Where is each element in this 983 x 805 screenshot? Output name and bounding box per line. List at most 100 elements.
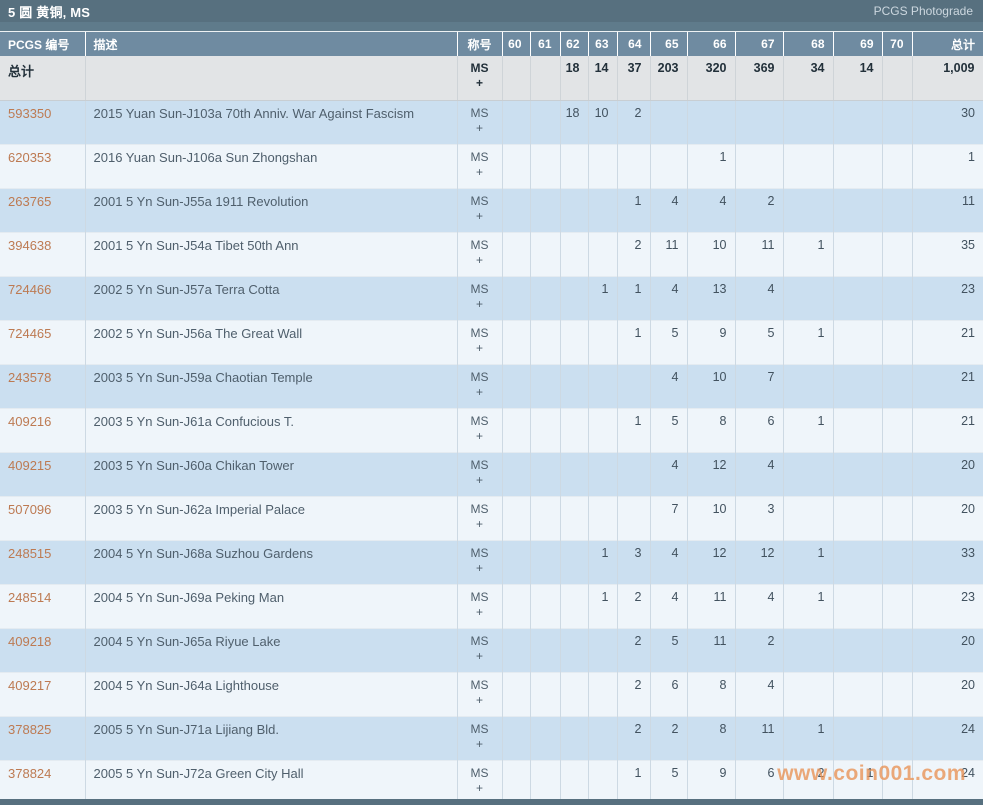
grade-60-count: [502, 540, 531, 585]
grade-66-count: 8: [687, 716, 736, 761]
designation-line: MS: [470, 722, 489, 736]
designation-cell: MS +: [457, 100, 503, 145]
grade-66-count: 8: [687, 672, 736, 717]
grade-63-count: [588, 232, 618, 277]
pcgs-number-link[interactable]: 409218: [8, 634, 52, 649]
designation-cell: MS +: [457, 276, 503, 321]
grade-63-count: 10: [588, 100, 618, 145]
grade-68-count: [783, 276, 834, 321]
column-header-grade-66: 66: [687, 32, 736, 56]
coin-description: 2004 5 Yn Sun-J64a Lighthouse: [85, 672, 458, 717]
grade-70-count: [882, 760, 913, 805]
grade-65-count: 11: [650, 232, 688, 277]
row-total: 24: [912, 760, 983, 805]
grade-66-count: 11: [687, 628, 736, 673]
pcgs-number-link[interactable]: 507096: [8, 502, 52, 517]
grade-61-count: [530, 144, 561, 189]
grade-69-count: [833, 188, 883, 233]
pcgs-photograde-link[interactable]: PCGS Photograde: [873, 4, 973, 18]
pcgs-number-link[interactable]: 243578: [8, 370, 52, 385]
table-row: 248515 2004 5 Yn Sun-J68a Suzhou Gardens M…: [0, 540, 983, 585]
pcgs-number-link[interactable]: 394638: [8, 238, 52, 253]
grade-60-count: [502, 100, 531, 145]
pcgs-number-link[interactable]: 263765: [8, 194, 52, 209]
designation-line: MS: [470, 150, 489, 164]
totals-label: 总计: [0, 56, 86, 101]
grade-62-count: [560, 144, 589, 189]
row-total: 35: [912, 232, 983, 277]
grade-66-count: 10: [687, 364, 736, 409]
pcgs-number-link[interactable]: 593350: [8, 106, 52, 121]
totals-grade-68: 34: [783, 56, 834, 101]
grade-61-count: [530, 320, 561, 365]
pcgs-number-link[interactable]: 378825: [8, 722, 52, 737]
pcgs-number-link[interactable]: 248514: [8, 590, 52, 605]
designation-line: +: [475, 121, 483, 135]
column-header-grade-70: 70: [882, 32, 913, 56]
table-row: 263765 2001 5 Yn Sun-J55a 1911 Revolution…: [0, 188, 983, 233]
grade-62-count: [560, 320, 589, 365]
grade-67-count: 6: [735, 408, 784, 453]
grade-70-count: [882, 584, 913, 629]
grade-68-count: 1: [783, 320, 834, 365]
pcgs-number-link[interactable]: 409215: [8, 458, 52, 473]
pcgs-number-link[interactable]: 378824: [8, 766, 52, 781]
designation-line: +: [475, 297, 483, 311]
designation-line: +: [475, 385, 483, 399]
coin-description: 2003 5 Yn Sun-J60a Chikan Tower: [85, 452, 458, 497]
grade-61-count: [530, 540, 561, 585]
pcgs-number-link[interactable]: 409216: [8, 414, 52, 429]
grade-68-count: 1: [783, 232, 834, 277]
designation-line: MS: [470, 590, 489, 604]
pcgs-number-link[interactable]: 409217: [8, 678, 52, 693]
designation-line: +: [475, 693, 483, 707]
grade-69-count: [833, 628, 883, 673]
grade-68-count: 2: [783, 760, 834, 805]
grade-66-count: 10: [687, 232, 736, 277]
grade-67-count: 4: [735, 276, 784, 321]
grade-69-count: [833, 408, 883, 453]
designation-line: MS: [470, 634, 489, 648]
grade-60-count: [502, 144, 531, 189]
grade-61-count: [530, 276, 561, 321]
grade-66-count: [687, 100, 736, 145]
grade-61-count: [530, 672, 561, 717]
pcgs-number-link[interactable]: 248515: [8, 546, 52, 561]
designation-line: MS: [470, 414, 489, 428]
grade-67-count: 6: [735, 760, 784, 805]
grade-63-count: [588, 408, 618, 453]
pcgs-number-link[interactable]: 724466: [8, 282, 52, 297]
row-total: 21: [912, 408, 983, 453]
grade-70-count: [882, 100, 913, 145]
grade-67-count: 2: [735, 188, 784, 233]
grade-63-count: [588, 672, 618, 717]
totals-grade-70: [882, 56, 913, 101]
pcgs-number-link[interactable]: 724465: [8, 326, 52, 341]
designation-line: +: [475, 429, 483, 443]
grade-69-count: [833, 144, 883, 189]
coin-description: 2005 5 Yn Sun-J72a Green City Hall: [85, 760, 458, 805]
grade-69-count: [833, 540, 883, 585]
grade-61-count: [530, 716, 561, 761]
coin-description: 2004 5 Yn Sun-J65a Riyue Lake: [85, 628, 458, 673]
designation-cell: MS +: [457, 452, 503, 497]
grade-61-count: [530, 584, 561, 629]
designation-line: +: [475, 561, 483, 575]
column-header-grade-67: 67: [735, 32, 784, 56]
grade-62-count: [560, 672, 589, 717]
grade-65-count: 6: [650, 672, 688, 717]
grade-67-count: 7: [735, 364, 784, 409]
designation-line: +: [475, 517, 483, 531]
grade-65-count: 4: [650, 452, 688, 497]
designation-cell: MS +: [457, 188, 503, 233]
grade-68-count: [783, 188, 834, 233]
grade-65-count: 5: [650, 408, 688, 453]
grade-63-count: [588, 320, 618, 365]
grade-62-count: [560, 760, 589, 805]
grade-63-count: [588, 496, 618, 541]
grade-65-count: 7: [650, 496, 688, 541]
pcgs-number-link[interactable]: 620353: [8, 150, 52, 165]
grade-70-count: [882, 628, 913, 673]
grade-64-count: [617, 452, 651, 497]
